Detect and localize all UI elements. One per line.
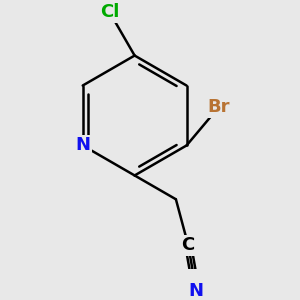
Text: Br: Br: [207, 98, 230, 116]
Text: Cl: Cl: [100, 3, 119, 21]
Text: N: N: [189, 282, 204, 300]
Text: C: C: [182, 236, 195, 254]
Text: N: N: [75, 136, 90, 154]
